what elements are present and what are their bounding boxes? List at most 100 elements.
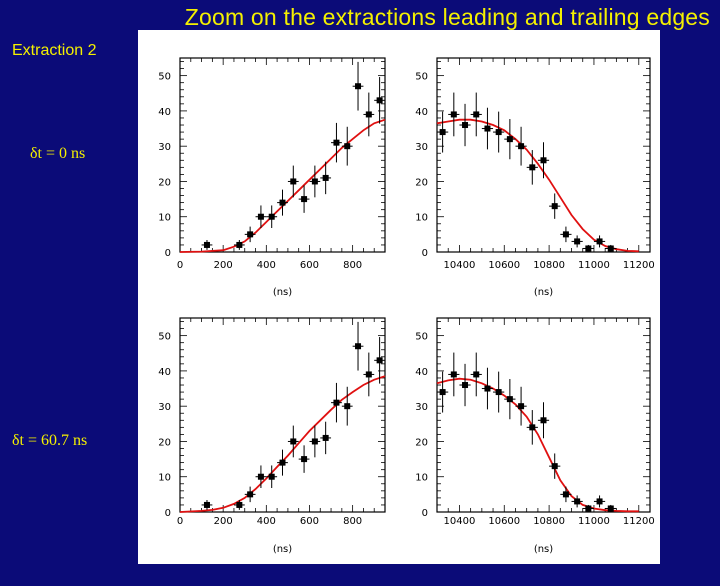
plot-3-data-point: [268, 473, 275, 480]
plot-2-data-point: [439, 129, 446, 136]
plot-1-ytick-label: 50: [158, 72, 171, 83]
plot-4-data-point: [439, 389, 446, 396]
plot-2-xtick-label: 10600: [488, 260, 520, 271]
plot-1-data-point: [247, 231, 254, 238]
plot-3-xtick-label: 400: [257, 516, 276, 527]
plot-1-data-point: [257, 213, 264, 220]
plot-2-ytick-label: 10: [415, 213, 428, 224]
plot-3-xtick-label: 0: [177, 516, 183, 527]
plot-2-fit-curve: [436, 118, 639, 253]
plot-3-frame: [179, 317, 386, 513]
plot-4-xtick-label: 10800: [533, 516, 565, 527]
plot-1-data-point: [333, 139, 340, 146]
plot-4-data-point: [562, 491, 569, 498]
plot-4-data-point: [585, 505, 592, 512]
plot-4-data-point: [540, 417, 547, 424]
plot-4-data-point: [462, 382, 469, 389]
plot-1-ytick-label: 20: [158, 177, 171, 188]
plot-2-data-point: [574, 238, 581, 245]
plot-2-data-point: [473, 111, 480, 118]
plot-3-data-point: [344, 403, 351, 410]
plot-1-data-point: [311, 178, 318, 185]
plot-3-data-point: [355, 343, 362, 350]
plot-2-ytick-label: 50: [415, 72, 428, 83]
plot-4-xtick-label: 11200: [623, 516, 655, 527]
plot-2-ytick-label: 40: [415, 107, 428, 118]
extraction-label: Extraction 2: [12, 42, 97, 59]
plot-2-ytick-label: 30: [415, 142, 428, 153]
plot-3-xlabel: (ns): [273, 544, 292, 555]
plot-1-ytick-label: 40: [158, 107, 171, 118]
plot-1-data-point: [290, 178, 297, 185]
plot-1-xtick-label: 600: [300, 260, 319, 271]
plot-4-ytick-label: 50: [415, 332, 428, 343]
plot-2-xtick-label: 10800: [533, 260, 565, 271]
plot-3-ytick-label: 50: [158, 332, 171, 343]
plot-2-data-point: [551, 203, 558, 210]
plot-2-data-point: [607, 245, 614, 252]
plot-1-data-point: [355, 83, 362, 90]
plot-3-data-point: [290, 438, 297, 445]
plot-1-frame: [179, 57, 386, 253]
plot-panel: [138, 30, 660, 564]
plot-2-data-point: [518, 143, 525, 150]
plot-2-xtick-label: 11200: [623, 260, 655, 271]
plot-2-data-point: [529, 164, 536, 171]
plot-4-ytick-label: 0: [422, 508, 428, 519]
plot-3-ytick-label: 10: [158, 473, 171, 484]
plot-3-xtick-label: 600: [300, 516, 319, 527]
plot-4-data-point: [551, 463, 558, 470]
plot-2-xtick-label: 10400: [444, 260, 476, 271]
plot-4-data-point: [518, 403, 525, 410]
plot-4-xlabel: (ns): [534, 544, 553, 555]
plot-1-ytick-label: 0: [165, 248, 171, 259]
plot-2-xlabel: (ns): [534, 287, 553, 298]
plot-1-xtick-label: 0: [177, 260, 183, 271]
plot-1-data-point: [203, 241, 210, 248]
plot-3-data-point: [279, 459, 286, 466]
dt-label-bottom: δt = 60.7 ns: [12, 432, 88, 449]
plot-1-ytick-label: 10: [158, 213, 171, 224]
plot-3-data-point: [376, 357, 383, 364]
plot-4-data-point: [473, 371, 480, 378]
plot-2-frame: [436, 57, 651, 253]
plot-3-data-point: [333, 399, 340, 406]
plot-2-data-point: [506, 136, 513, 143]
plot-1-data-point: [279, 199, 286, 206]
plot-4-data-point: [506, 396, 513, 403]
plot-3-ytick-label: 0: [165, 508, 171, 519]
plot-2-data-point: [562, 231, 569, 238]
plot-1-data-point: [268, 213, 275, 220]
plot-3-data-point: [311, 438, 318, 445]
plot-1-data-point: [322, 174, 329, 181]
plot-1-data-point: [376, 97, 383, 104]
plot-4-frame: [436, 317, 651, 513]
plot-4-ytick-label: 30: [415, 402, 428, 413]
plot-4-data-point: [574, 498, 581, 505]
plot-4-data-point: [450, 371, 457, 378]
plot-2-xtick-label: 11000: [578, 260, 610, 271]
plot-3-ytick-label: 40: [158, 367, 171, 378]
plot-4-data-point: [529, 424, 536, 431]
plot-2-data-point: [484, 125, 491, 132]
plot-2-data-point: [540, 157, 547, 164]
plot-2-ytick-label: 0: [422, 248, 428, 259]
plot-3-fit-curve: [179, 375, 386, 513]
plot-4-ytick-label: 10: [415, 473, 428, 484]
plot-1-data-point: [344, 143, 351, 150]
plot-2-data-point: [585, 245, 592, 252]
plot-2-ytick-label: 20: [415, 177, 428, 188]
plot-3-data-point: [322, 434, 329, 441]
plot-1-xtick-label: 400: [257, 260, 276, 271]
plot-4-data-point: [596, 498, 603, 505]
plot-2-data-point: [495, 129, 502, 136]
plot-3-data-point: [301, 456, 308, 463]
plot-2-data-point: [462, 122, 469, 129]
plot-3-data-point: [365, 371, 372, 378]
plot-3-ytick-label: 30: [158, 402, 171, 413]
plot-1-data-point: [236, 241, 243, 248]
plot-1-xlabel: (ns): [273, 287, 292, 298]
plot-3-data-point: [203, 501, 210, 508]
plot-4-xtick-label: 10600: [488, 516, 520, 527]
